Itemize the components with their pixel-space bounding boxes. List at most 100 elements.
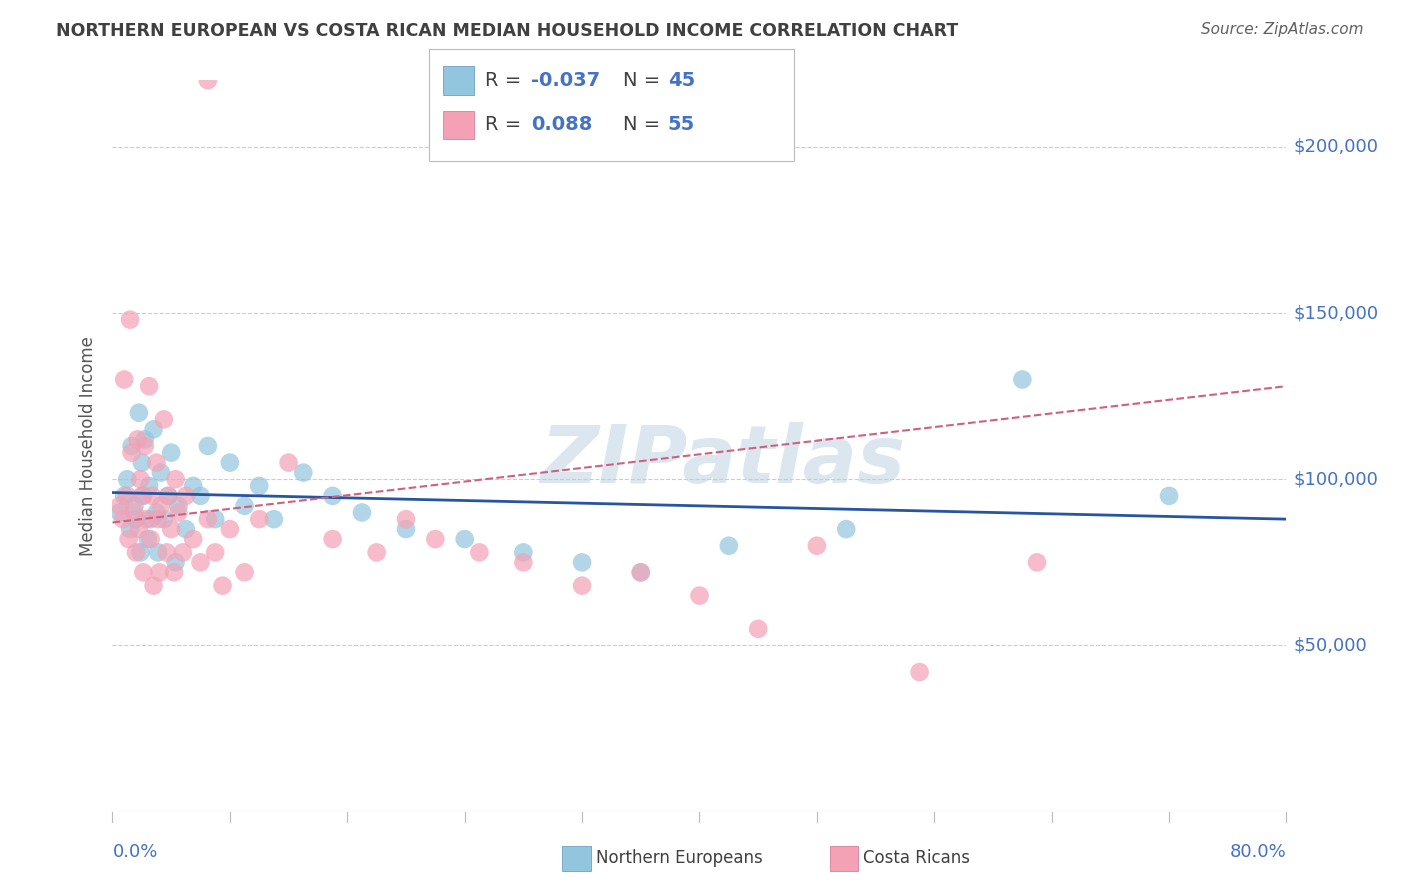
Point [165,472,187,486]
Point [218,456,242,470]
Text: 0.088: 0.088 [531,115,593,135]
Point [135,512,157,526]
Point [197,512,219,526]
Point [134,439,156,453]
Point [197,73,219,87]
Point [138,479,160,493]
Point [139,512,162,526]
Point [142,422,165,436]
Point [145,456,167,470]
Point [247,512,270,526]
Point [131,456,153,470]
Text: Northern Europeans: Northern Europeans [596,849,763,867]
Point [149,466,172,480]
Point [167,499,190,513]
Point [149,499,172,513]
Y-axis label: Median Household Income: Median Household Income [79,336,97,556]
Point [174,489,197,503]
Point [322,489,344,503]
Point [167,506,190,520]
Text: R =: R = [485,70,527,90]
Point [211,579,233,593]
Point [146,545,169,559]
Point [908,665,931,679]
Text: N =: N = [623,70,666,90]
Point [157,489,180,503]
Point [717,539,740,553]
Point [165,555,187,569]
Point [181,479,204,493]
Point [115,472,138,486]
Point [689,589,711,603]
Point [233,566,256,580]
Point [263,512,285,526]
Point [835,522,858,536]
Point [138,379,160,393]
Point [172,545,194,559]
Point [112,372,135,386]
Point [190,555,212,569]
Point [121,445,143,459]
Point [395,512,418,526]
Point [153,412,176,426]
Point [512,545,534,559]
Point [117,532,139,546]
Point [1011,372,1033,386]
Point [366,545,388,559]
Point [630,566,652,580]
Point [128,406,150,420]
Text: NORTHERN EUROPEAN VS COSTA RICAN MEDIAN HOUSEHOLD INCOME CORRELATION CHART: NORTHERN EUROPEAN VS COSTA RICAN MEDIAN … [56,22,959,40]
Point [136,532,159,546]
Point [747,622,769,636]
Text: 55: 55 [668,115,695,135]
Point [204,545,226,559]
Text: R =: R = [485,115,527,135]
Point [395,522,418,536]
Text: 45: 45 [668,70,695,90]
Point [160,445,183,459]
Point [197,439,219,453]
Text: -0.037: -0.037 [531,70,600,90]
Text: 0.0%: 0.0% [112,843,157,861]
Point [630,566,652,580]
Point [146,512,169,526]
Point [139,532,162,546]
Point [190,489,212,503]
Text: Costa Ricans: Costa Ricans [863,849,970,867]
Point [120,522,142,536]
Point [132,566,155,580]
Point [132,489,155,503]
Point [157,489,180,503]
Point [160,522,183,536]
Point [512,555,534,569]
Point [292,466,315,480]
Point [129,472,152,486]
Point [108,506,131,520]
Point [453,532,475,546]
Point [156,545,179,559]
Point [350,506,373,520]
Point [112,489,135,503]
Point [425,532,447,546]
Text: $50,000: $50,000 [1294,637,1367,655]
Point [468,545,491,559]
Point [124,506,146,520]
Point [806,539,828,553]
Point [247,479,270,493]
Point [128,522,150,536]
Text: N =: N = [623,115,666,135]
Text: $100,000: $100,000 [1294,470,1378,488]
Point [153,512,176,526]
Point [571,579,593,593]
Point [131,489,153,503]
Point [181,532,204,546]
Point [174,522,197,536]
Point [124,499,146,513]
Point [571,555,593,569]
Text: Source: ZipAtlas.com: Source: ZipAtlas.com [1201,22,1364,37]
Point [129,545,152,559]
Point [142,579,165,593]
Point [204,512,226,526]
Point [1159,489,1181,503]
Point [141,489,163,503]
